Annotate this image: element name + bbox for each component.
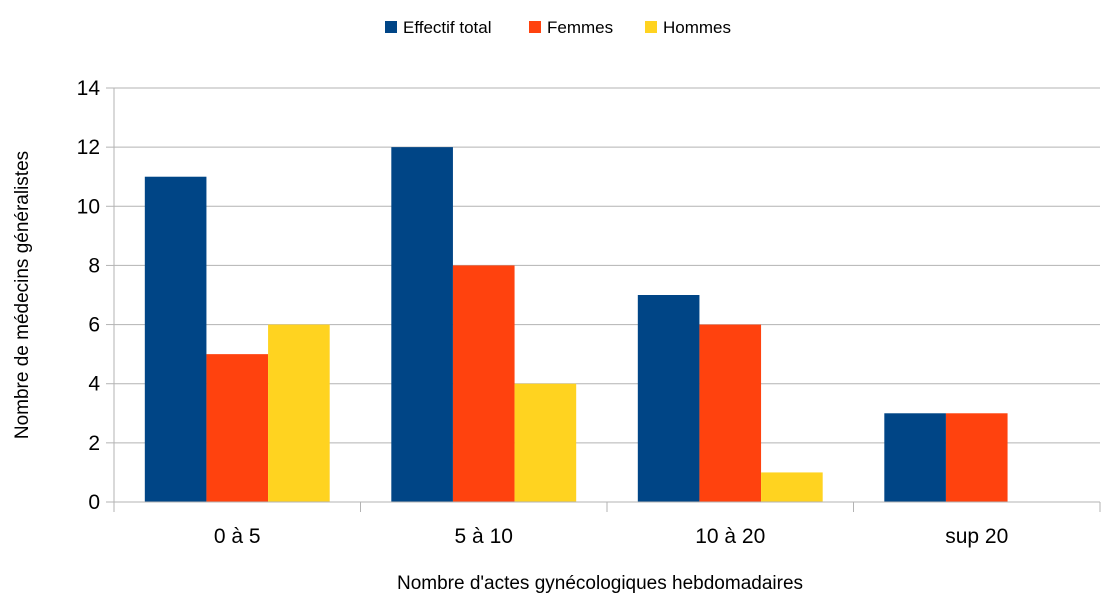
y-tick-labels: 0 2 4 6 8 10 12 14 xyxy=(77,77,101,514)
legend-label: Hommes xyxy=(663,18,731,37)
legend-swatch xyxy=(385,21,397,33)
y-tick-label: 14 xyxy=(77,77,101,100)
bar xyxy=(761,472,823,502)
legend-swatch xyxy=(645,21,657,33)
bar xyxy=(514,383,577,502)
y-tick-label: 6 xyxy=(88,314,100,337)
y-tick-label: 4 xyxy=(88,373,100,396)
bar xyxy=(699,324,762,502)
legend-label: Effectif total xyxy=(403,18,492,37)
y-tick-label: 2 xyxy=(88,432,100,455)
x-tick-label: 5 à 10 xyxy=(455,525,513,548)
bar xyxy=(452,265,515,502)
bar xyxy=(945,413,1008,502)
y-tick-label: 8 xyxy=(88,254,100,277)
bar xyxy=(144,176,207,502)
y-axis-title: Nombre de médecins généralistes xyxy=(12,151,33,439)
x-tick-label: 0 à 5 xyxy=(214,525,261,548)
y-tick-label: 10 xyxy=(77,195,100,218)
bar xyxy=(206,354,269,502)
bar xyxy=(637,295,700,502)
bar xyxy=(391,147,453,502)
x-tick-labels: 0 à 5 5 à 10 10 à 20 sup 20 xyxy=(214,525,1008,548)
legend-swatch xyxy=(529,21,541,33)
y-tick-label: 12 xyxy=(77,136,100,159)
bars xyxy=(144,147,1008,502)
bar xyxy=(884,413,946,502)
axes xyxy=(113,88,1101,512)
y-tick-label: 0 xyxy=(88,491,100,514)
x-tick-label: sup 20 xyxy=(945,525,1008,548)
x-tick-label: 10 à 20 xyxy=(695,525,765,548)
x-axis-title: Nombre d'actes gynécologiques hebdomadai… xyxy=(397,573,803,594)
bar xyxy=(268,324,330,502)
legend-label: Femmes xyxy=(547,18,613,37)
legend: Effectif total Femmes Hommes xyxy=(385,18,731,37)
